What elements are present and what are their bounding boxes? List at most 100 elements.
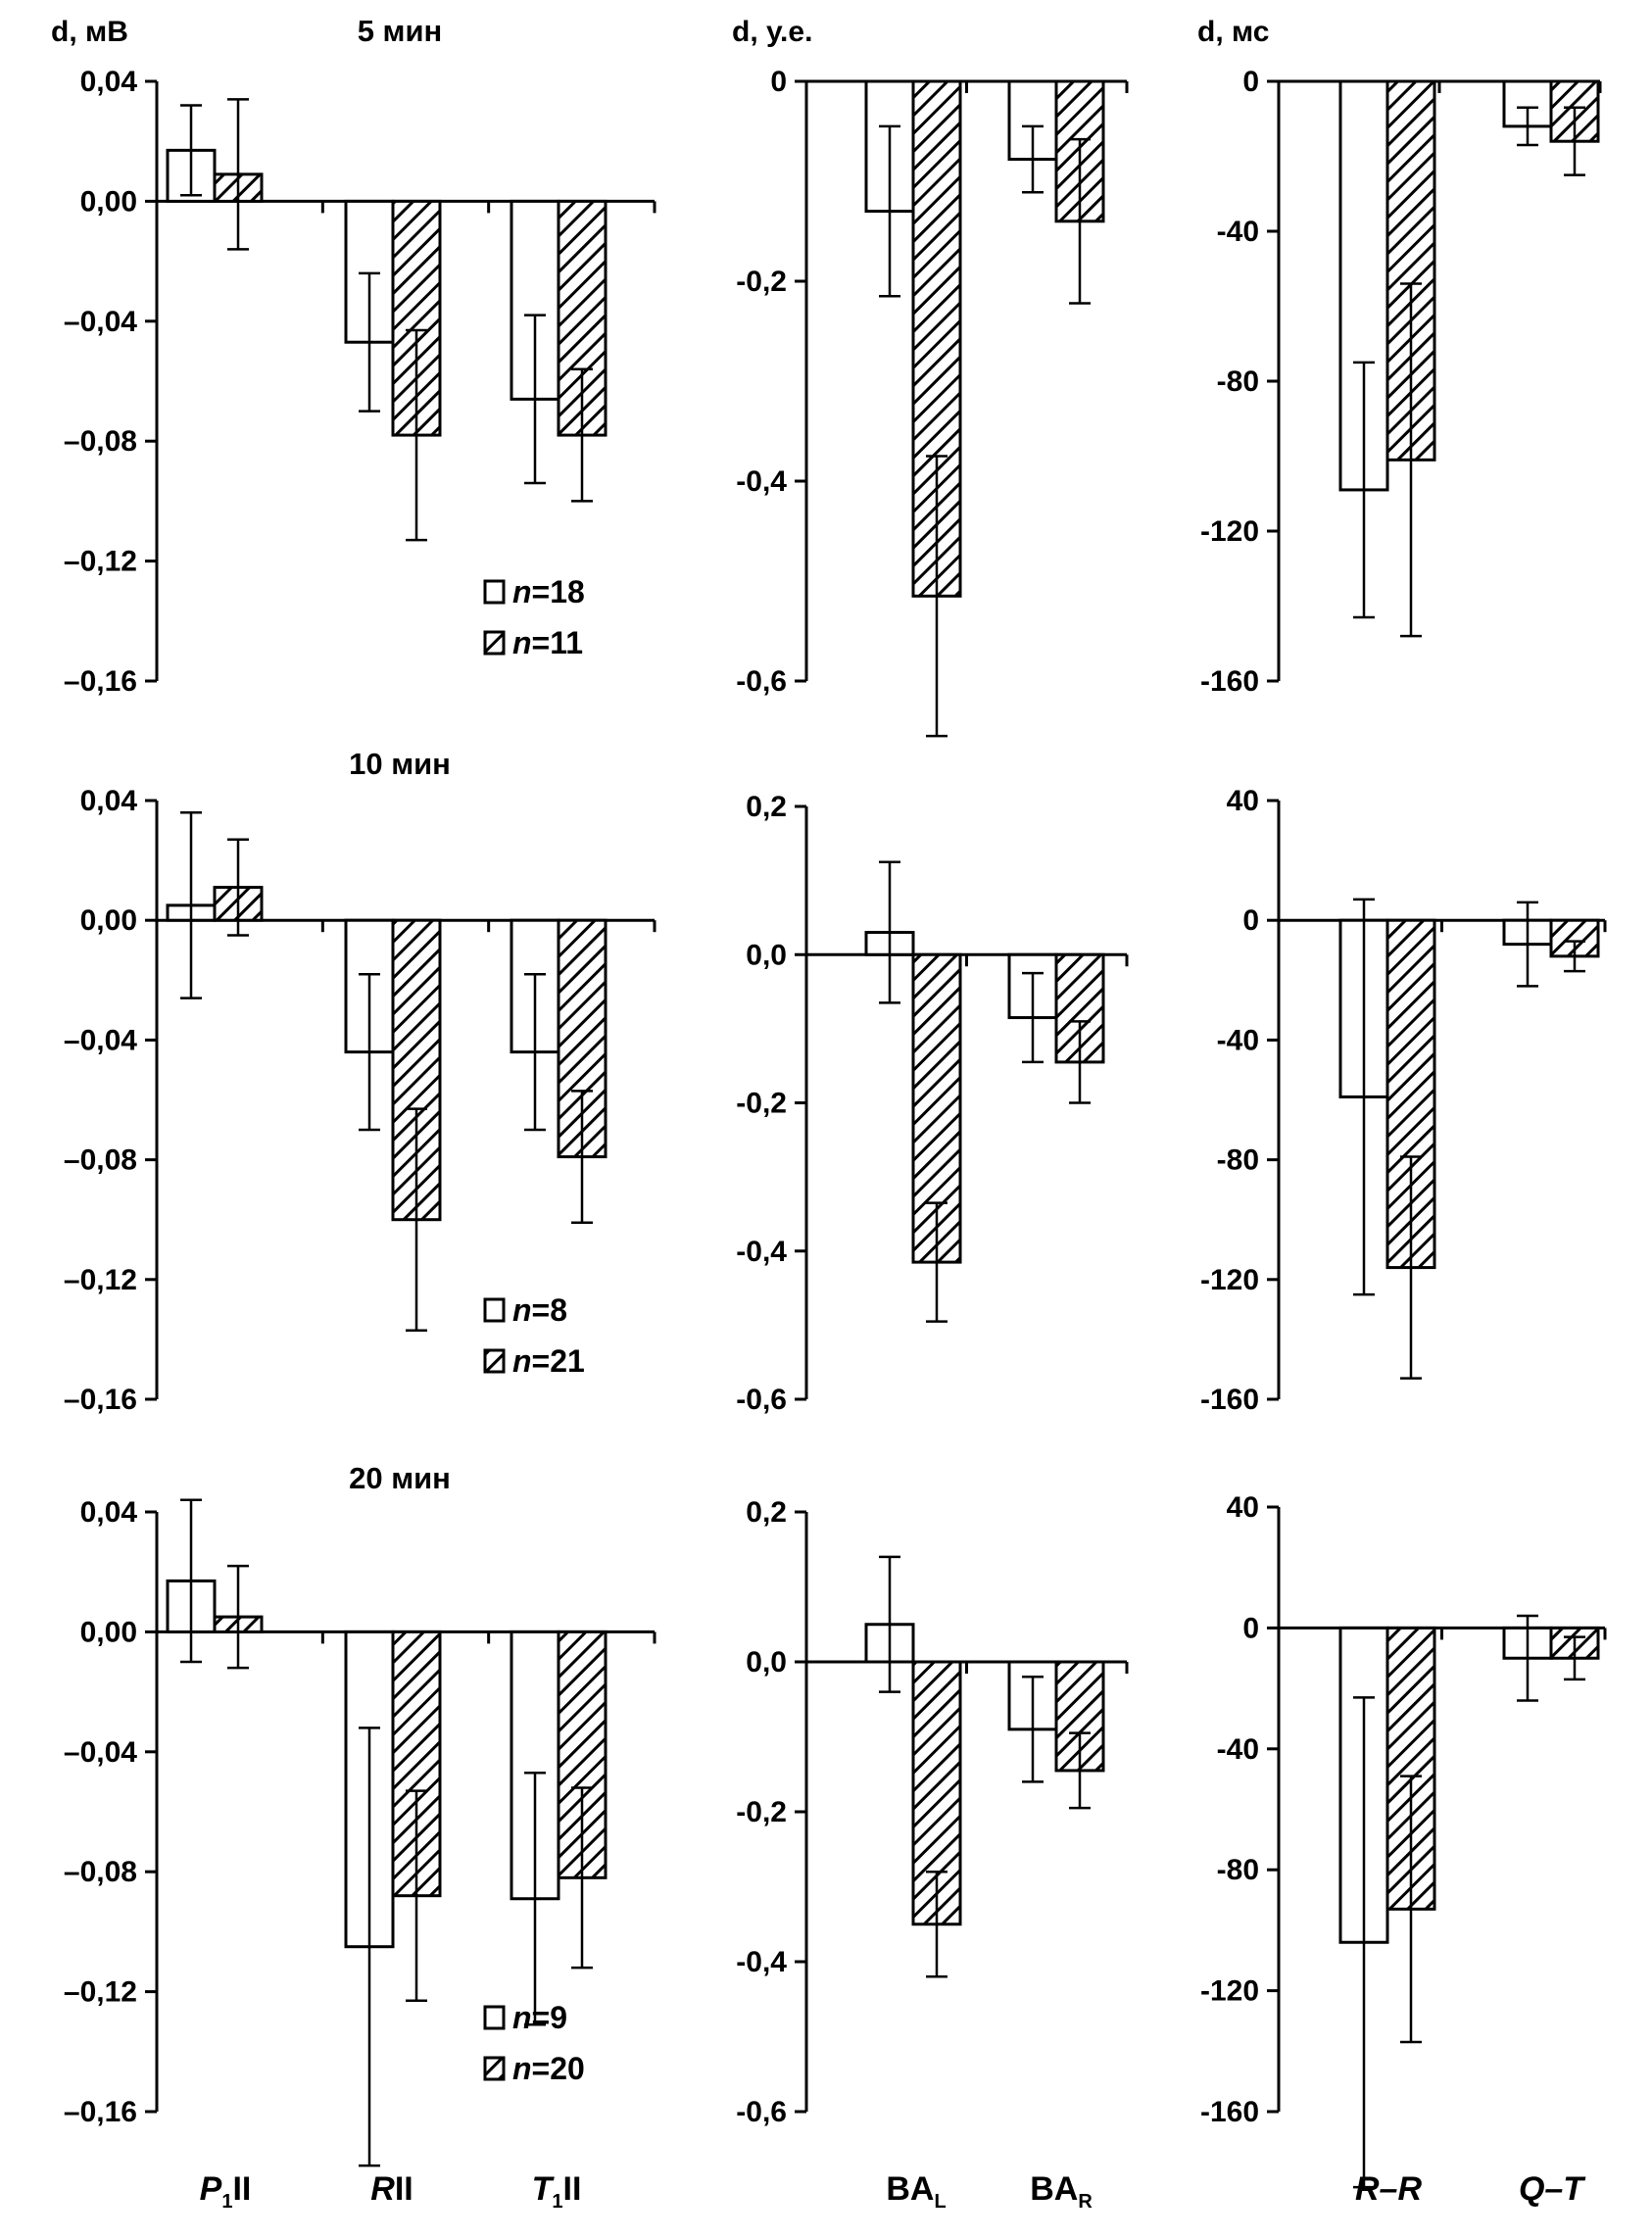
category-label-qt: Q–T — [1519, 2170, 1586, 2208]
y-tick-label: 0,00 — [80, 904, 137, 937]
y-axis-label: d, мс — [1197, 16, 1269, 48]
legend-count: =9 — [532, 2000, 567, 2035]
legend-n: n — [512, 2000, 532, 2035]
y-tick-label: -0,4 — [736, 1236, 787, 1268]
y-tick-label: -0,6 — [736, 665, 787, 698]
chart-title: 5 мин — [358, 14, 443, 48]
y-tick-label: –0,04 — [64, 1736, 137, 1769]
legend-swatch — [483, 2056, 506, 2081]
category-label-rr: R–R — [1355, 2170, 1422, 2208]
legend-label: n=21 — [512, 1343, 585, 1379]
legend-label: n=8 — [512, 1292, 567, 1328]
legend-n: n — [512, 1292, 532, 1328]
y-tick-label: 0 — [770, 66, 787, 98]
legend-n: n — [512, 574, 532, 609]
y-tick-label: 0,0 — [746, 939, 787, 971]
cat-r-suffix: II — [395, 2170, 413, 2208]
y-tick-label: –0,08 — [64, 425, 137, 458]
y-tick-label: –0,16 — [64, 2096, 137, 2128]
y-tick-label: 0,2 — [746, 791, 787, 823]
y-tick-label: –0,04 — [64, 306, 137, 338]
y-tick-label: -0,2 — [736, 1796, 787, 1828]
y-tick-label: -80 — [1217, 1144, 1259, 1177]
cat-p1-main: P — [200, 2170, 222, 2208]
y-tick-label: -80 — [1217, 1854, 1259, 1886]
y-tick-label: 0,04 — [80, 66, 138, 98]
cat-t1-suffix: II — [563, 2170, 582, 2208]
legend-count: =21 — [532, 1343, 585, 1379]
legend-n: n — [512, 2051, 532, 2086]
y-tick-label: 40 — [1227, 1491, 1259, 1524]
cat-bal-main: BA — [886, 2170, 934, 2208]
y-tick-label: –0,12 — [64, 546, 137, 578]
cat-p1-suffix: II — [232, 2170, 251, 2208]
category-label-bar: BAR — [1030, 2170, 1093, 2213]
cat-bal-sub: L — [934, 2191, 946, 2213]
y-tick-label: -40 — [1217, 1024, 1259, 1056]
y-tick-label: -40 — [1217, 216, 1259, 248]
y-tick-label: -120 — [1200, 1264, 1259, 1296]
chart-title: 10 мин — [349, 747, 451, 781]
y-tick-label: -0,2 — [736, 1088, 787, 1120]
y-tick-label: -0,2 — [736, 266, 787, 298]
y-axis-label: d, у.е. — [732, 16, 812, 48]
category-label-t1ii: T1II — [532, 2170, 582, 2213]
cat-bar-main: BA — [1030, 2170, 1078, 2208]
y-tick-label: –0,16 — [64, 665, 137, 698]
y-tick-label: -80 — [1217, 365, 1259, 398]
cat-bar-sub: R — [1078, 2191, 1093, 2213]
cat-t1-sub: 1 — [552, 2191, 562, 2213]
chart-panel-ms-10: 40 0 -40 -80 -120 -160 — [1200, 785, 1607, 1416]
chart-title: 20 мин — [349, 1461, 451, 1495]
chart-panel-p-5: 5 мин d, мВ 0,04 0,00 –0,04 –0,08 –0,12 –0,16 n=… — [51, 14, 656, 698]
chart-panel-ba-10: 0,2 0,0 -0,2 -0,4 -0,6 — [736, 791, 1129, 1416]
y-tick-label: -0,4 — [736, 1946, 787, 1978]
y-tick-label: -0,6 — [736, 1384, 787, 1416]
category-label-rii: RII — [370, 2170, 413, 2208]
legend-swatch — [483, 1297, 506, 1323]
chart-panel-ba-5: d, у.е. 0 -0,2 -0,4 -0,6 — [732, 16, 1129, 738]
chart-panel-ba-20: 0,2 0,0 -0,2 -0,4 -0,6 — [736, 1496, 1129, 2128]
legend-swatch — [483, 1348, 506, 1374]
legend-label: n=9 — [512, 2000, 567, 2035]
y-tick-label: -160 — [1200, 2096, 1259, 2128]
legend-count: =18 — [532, 574, 585, 609]
chart-panel-p-10: 10 мин0,040,00–0,04–0,08–0,12–0,16n=8n=2… — [64, 747, 656, 1416]
y-tick-label: –0,08 — [64, 1144, 137, 1177]
category-label-bal: BAL — [886, 2170, 946, 2213]
y-tick-label: 0,00 — [80, 1616, 137, 1648]
y-tick-label: -120 — [1200, 1975, 1259, 2008]
chart-panel-ms-20: 40 0 -40 -80 -120 -160 — [1200, 1491, 1607, 2189]
legend-count: =11 — [532, 625, 584, 660]
y-tick-label: 40 — [1227, 785, 1259, 817]
y-tick-label: 0,0 — [746, 1646, 787, 1679]
legend-label: n=18 — [512, 574, 585, 609]
bar-hatched — [557, 1630, 607, 1879]
y-tick-label: -40 — [1217, 1733, 1259, 1766]
legend-n: n — [512, 1343, 532, 1379]
y-tick-label: –0,04 — [64, 1024, 137, 1056]
y-tick-label: -0,6 — [736, 2096, 787, 2128]
y-axis-label: d, мВ — [51, 16, 128, 48]
y-tick-label: 0 — [1242, 1612, 1259, 1644]
legend-swatch — [483, 579, 506, 605]
category-label-p1ii: P1II — [200, 2170, 252, 2213]
y-tick-label: –0,08 — [64, 1856, 137, 1888]
legend-count: =8 — [532, 1292, 567, 1328]
legend-label: n=11 — [512, 625, 583, 660]
y-tick-label: –0,12 — [64, 1264, 137, 1296]
chart-panel-p-20: 20 мин0,040,00–0,04–0,08–0,12–0,16n=9n=2… — [64, 1461, 656, 2167]
cat-r-main: R — [370, 2170, 395, 2208]
legend-n: n — [512, 625, 532, 660]
y-tick-label: 0,00 — [80, 185, 137, 218]
legend-swatch — [483, 630, 506, 656]
legend-label: n=20 — [512, 2051, 585, 2086]
chart-panel-ms-5: d, мс 0 -40 -80 -120 -160 — [1197, 16, 1602, 698]
y-tick-label: -160 — [1200, 665, 1259, 698]
legend-swatch — [483, 2005, 506, 2030]
cat-p1-sub: 1 — [221, 2191, 232, 2213]
y-tick-label: –0,12 — [64, 1976, 137, 2009]
y-tick-label: 0,04 — [80, 785, 138, 817]
